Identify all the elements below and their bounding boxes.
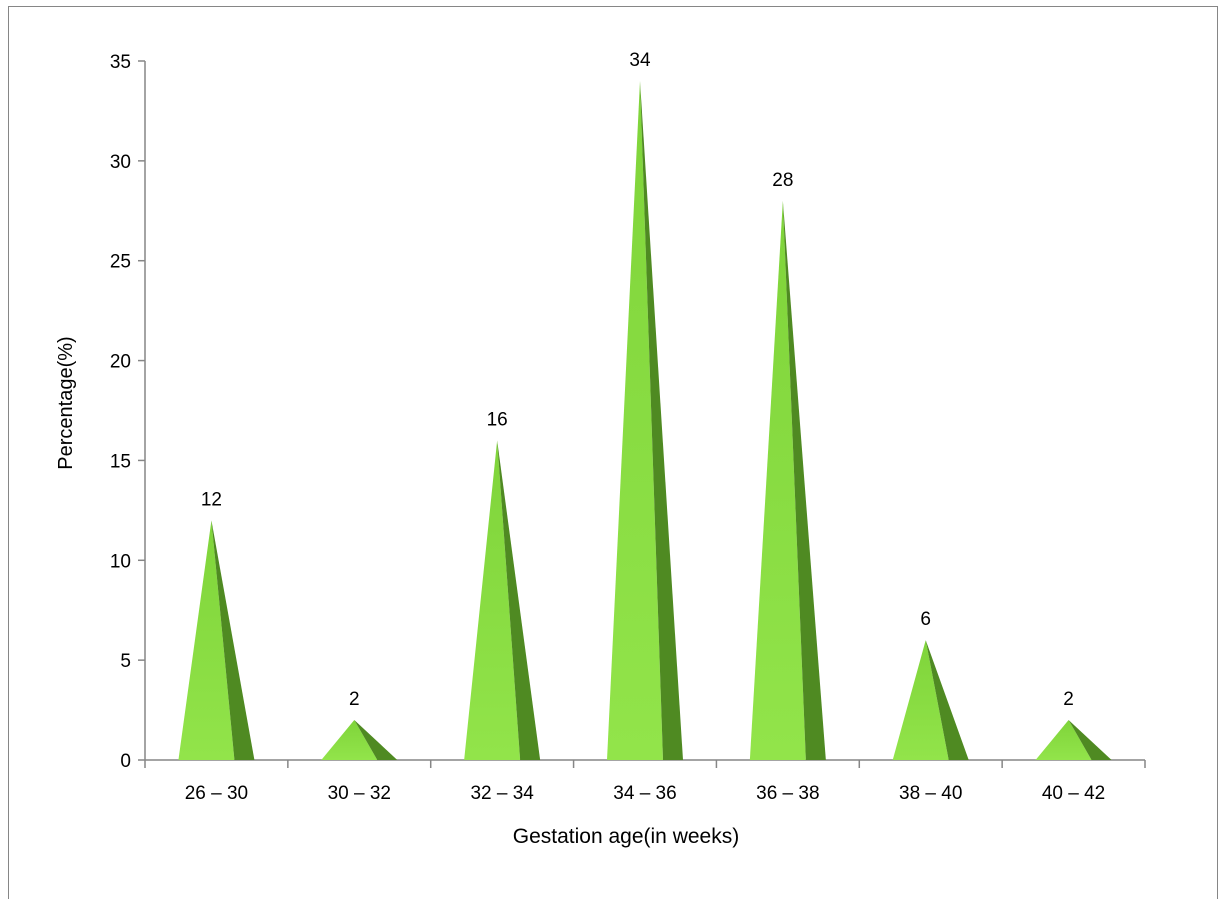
pyramid-side-face — [354, 720, 398, 760]
labels-layer: 26 – 30 12 30 – 32 2 32 – 34 16 34 – 36 34 36 – … — [185, 50, 1106, 804]
x-tick-label: 34 – 36 — [613, 783, 676, 804]
pyramid-bar — [1035, 720, 1112, 760]
data-label: 34 — [629, 50, 651, 71]
x-tick-label: 38 – 40 — [899, 783, 962, 804]
pyramid-front-face — [892, 640, 949, 760]
pyramid-front-face — [321, 720, 378, 760]
data-label: 2 — [349, 689, 360, 710]
x-tick-label: 30 – 32 — [328, 783, 391, 804]
axes-layer: 0 5 10 15 20 25 30 35 — [110, 52, 1146, 772]
data-label: 28 — [772, 170, 793, 191]
pyramid-bar — [607, 80, 683, 760]
x-tick-label: 36 – 38 — [756, 783, 819, 804]
pyramid-bar — [464, 440, 541, 760]
y-tick-label: 20 — [110, 352, 131, 373]
data-label: 16 — [487, 409, 508, 430]
data-label: 12 — [201, 489, 222, 510]
pyramid-side-face — [211, 520, 255, 760]
pyramid-bar — [321, 720, 398, 760]
x-tick-label: 26 – 30 — [185, 783, 248, 804]
pyramid-side-face — [497, 440, 541, 760]
pyramid-side-face — [1068, 720, 1112, 760]
pyramid-side-face — [640, 80, 683, 760]
pyramid-front-face — [749, 200, 806, 761]
x-tick-label: 32 – 34 — [470, 783, 534, 804]
pyramid-bar — [749, 200, 826, 761]
pyramid-bar-chart: 0 5 10 15 20 25 30 35 26 – 30 12 30 – 32 2 32 – 34 1… — [55, 50, 1146, 848]
x-axis-title: Gestation age(in weeks) — [513, 825, 739, 848]
bars-layer — [178, 80, 1112, 761]
pyramid-bar — [178, 520, 255, 760]
y-tick-label: 30 — [110, 152, 131, 173]
y-axis-title: Percentage(%) — [55, 336, 77, 469]
y-tick-label: 15 — [110, 451, 131, 472]
data-label: 6 — [920, 609, 931, 630]
pyramid-front-face — [464, 440, 521, 760]
pyramid-front-face — [1035, 720, 1092, 760]
pyramid-front-face — [178, 520, 235, 760]
pyramid-side-face — [925, 640, 969, 760]
y-tick-label: 0 — [120, 751, 131, 772]
pyramid-side-face — [782, 200, 826, 761]
data-label: 2 — [1063, 689, 1074, 710]
x-tick-label: 40 – 42 — [1042, 783, 1105, 804]
pyramid-front-face — [607, 80, 663, 760]
y-tick-label: 25 — [110, 252, 131, 273]
y-tick-label: 10 — [110, 551, 131, 572]
y-tick-label: 5 — [120, 651, 131, 672]
chart-frame: 0 5 10 15 20 25 30 35 26 – 30 12 30 – 32 2 32 – 34 1… — [8, 6, 1218, 899]
y-tick-label: 35 — [110, 52, 131, 73]
pyramid-bar — [892, 640, 969, 760]
